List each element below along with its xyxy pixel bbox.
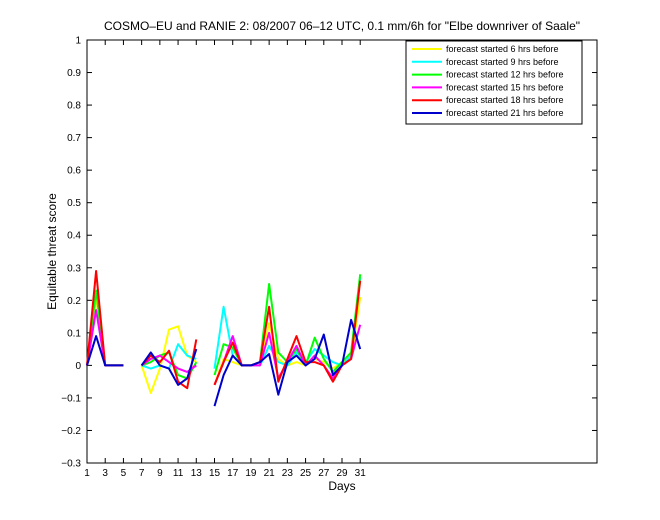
- series-line: [141, 354, 197, 373]
- title-layer: COSMO–EU and RANIE 2: 08/2007 06–12 UTC,…: [104, 19, 580, 33]
- y-tick-label: 0.3: [67, 263, 81, 274]
- y-tick-label: −0.3: [61, 459, 81, 470]
- x-tick-label: 13: [191, 468, 203, 479]
- y-tick-label: 0.8: [67, 101, 81, 112]
- legend-label: forecast started 6 hrs before: [446, 44, 559, 54]
- series-line: [86, 335, 124, 367]
- chart-title: COSMO–EU and RANIE 2: 08/2007 06–12 UTC,…: [104, 19, 580, 33]
- legend-box: [405, 40, 583, 125]
- y-tick-label: 0.4: [67, 231, 81, 242]
- x-tick-label: 19: [245, 468, 257, 479]
- x-tick-label: 27: [318, 468, 330, 479]
- x-tick-label: 1: [84, 468, 90, 479]
- series-line: [213, 318, 362, 407]
- y-tick-label: 0.5: [67, 198, 81, 209]
- y-tick-label: −0.1: [61, 393, 81, 404]
- y-tick-label: −0.2: [61, 426, 81, 437]
- series-line: [213, 280, 362, 386]
- legend-label: forecast started 9 hrs before: [446, 57, 559, 67]
- y-axis-label: Equitable threat score: [45, 193, 59, 310]
- y-tick-label: 0.9: [67, 68, 81, 79]
- x-tick-label: 9: [157, 468, 163, 479]
- x-tick-label: 29: [336, 468, 348, 479]
- legend-label: forecast started 18 hrs before: [446, 95, 564, 105]
- series-5: [86, 318, 362, 407]
- x-axis-label: Days: [328, 479, 355, 493]
- y-tick-label: 1: [75, 36, 81, 47]
- legend: forecast started 6 hrs before forecast st…: [405, 40, 583, 125]
- legend-label: forecast started 15 hrs before: [446, 82, 564, 92]
- y-tick-label: 0: [75, 361, 81, 372]
- x-tick-label: 21: [264, 468, 276, 479]
- series-line: [140, 339, 198, 390]
- legend-label: forecast started 21 hrs before: [446, 108, 564, 118]
- x-tick-label: 25: [300, 468, 312, 479]
- series-layer: [86, 270, 362, 407]
- legend-label: forecast started 12 hrs before: [446, 70, 564, 80]
- y-tick-label: 0.1: [67, 328, 81, 339]
- x-tick-label: 15: [209, 468, 221, 479]
- x-tick-label: 7: [139, 468, 145, 479]
- y-tick-label: 0.2: [67, 296, 81, 307]
- x-tick-label: 23: [282, 468, 294, 479]
- x-tick-label: 31: [355, 468, 367, 479]
- x-tick-label: 3: [102, 468, 108, 479]
- y-tick-label: 0.6: [67, 166, 81, 177]
- x-tick-label: 11: [173, 468, 184, 479]
- x-tick-label: 17: [227, 468, 239, 479]
- y-tick-label: 0.7: [67, 133, 81, 144]
- x-tick-label: 5: [121, 468, 127, 479]
- series-line: [140, 348, 198, 386]
